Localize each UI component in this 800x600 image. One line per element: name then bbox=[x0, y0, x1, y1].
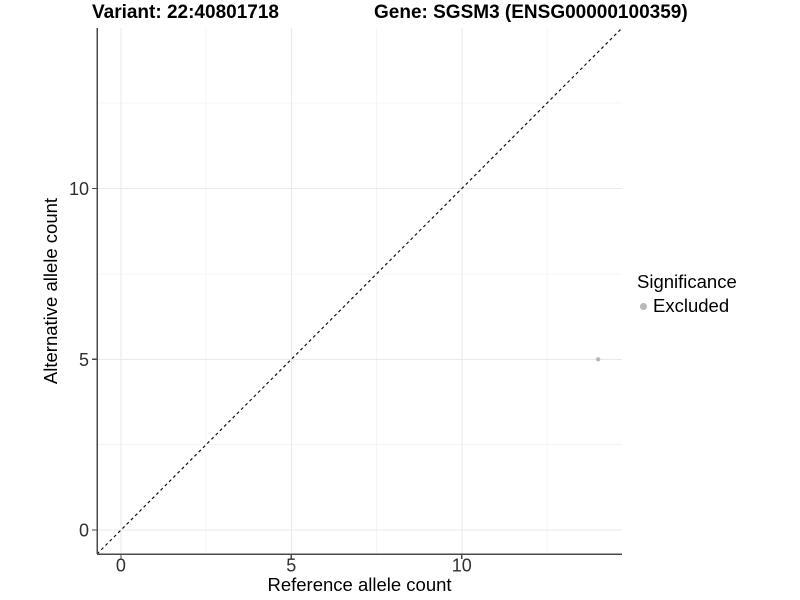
x-axis-title: Reference allele count bbox=[267, 574, 452, 595]
identity-line bbox=[96, 27, 623, 555]
y-axis-title: Alternative allele count bbox=[40, 197, 61, 385]
x-tick-label: 10 bbox=[452, 556, 472, 576]
y-tick-label: 10 bbox=[69, 179, 89, 199]
legend-item-excluded: Excluded bbox=[637, 295, 737, 317]
y-tick-label: 0 bbox=[79, 521, 89, 541]
legend-item-label: Excluded bbox=[653, 295, 730, 316]
variant-title: Variant: 22:40801718 bbox=[92, 2, 279, 23]
gene-title: Gene: SGSM3 (ENSG00000100359) bbox=[374, 2, 688, 23]
x-tick-label: 0 bbox=[116, 556, 126, 576]
data-point bbox=[595, 357, 601, 362]
legend: Significance Excluded bbox=[637, 271, 737, 317]
y-tick-label: 5 bbox=[79, 350, 89, 370]
x-tick-label: 5 bbox=[286, 556, 296, 576]
legend-title: Significance bbox=[637, 271, 737, 292]
legend-point-icon bbox=[640, 302, 647, 310]
